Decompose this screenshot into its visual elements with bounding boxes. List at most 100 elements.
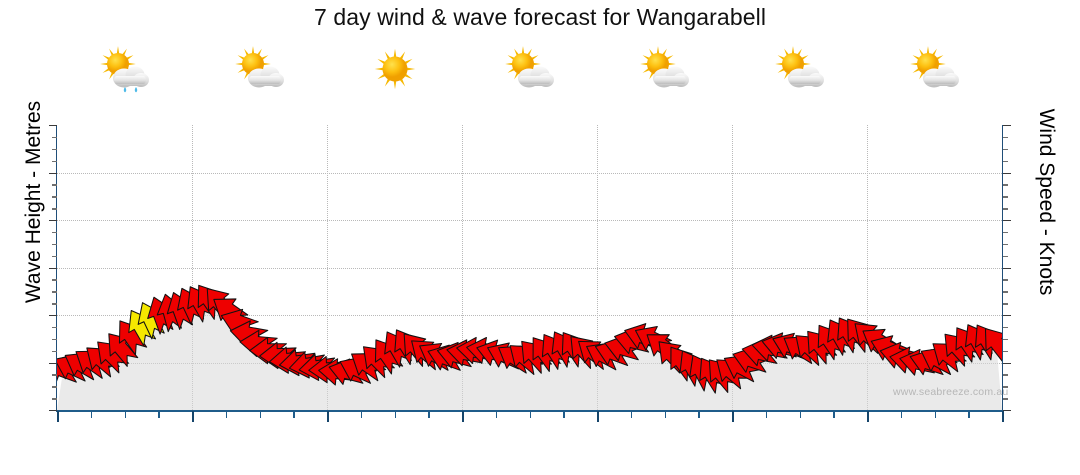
gridline-vertical-day-boundary bbox=[597, 125, 598, 410]
y-axis-right-tick bbox=[1003, 220, 1011, 222]
x-axis-tick bbox=[698, 411, 700, 418]
day-header-wednesday bbox=[867, 36, 1002, 102]
y-axis-minor-tick bbox=[52, 279, 57, 281]
x-axis-line bbox=[56, 410, 1003, 412]
y-axis-minor-tick bbox=[52, 386, 57, 388]
sun-cloud-icon bbox=[867, 40, 1002, 102]
y-axis-minor-tick bbox=[1003, 398, 1008, 400]
y-axis-minor-tick bbox=[52, 255, 57, 258]
wind-direction-arrow bbox=[984, 328, 1002, 363]
gridline-horizontal bbox=[57, 267, 1002, 269]
y-axis-left-tick bbox=[49, 410, 57, 412]
y-axis-minor-tick bbox=[52, 184, 57, 186]
y-axis-minor-tick bbox=[1003, 184, 1008, 186]
sun-cloud-icon bbox=[732, 40, 867, 102]
sun-cloud-icon bbox=[192, 40, 327, 102]
x-axis-tick bbox=[529, 411, 531, 418]
x-axis-day-tick bbox=[327, 411, 329, 422]
y-axis-minor-tick bbox=[1003, 148, 1008, 151]
y-axis-minor-tick bbox=[52, 338, 57, 341]
x-axis-tick bbox=[664, 411, 666, 418]
x-axis-tick bbox=[495, 411, 498, 418]
y-axis-minor-tick bbox=[52, 350, 57, 353]
x-axis-day-tick bbox=[1002, 411, 1004, 422]
x-axis-tick bbox=[293, 411, 295, 418]
x-axis-tick bbox=[934, 411, 936, 418]
x-axis-tick bbox=[259, 411, 261, 418]
y-axis-minor-tick bbox=[1003, 326, 1008, 329]
x-axis-tick bbox=[563, 411, 565, 418]
y-axis-minor-tick bbox=[1003, 338, 1008, 341]
x-axis-day-tick bbox=[57, 411, 59, 422]
x-axis-tick bbox=[833, 411, 835, 418]
y-axis-minor-tick bbox=[1003, 231, 1008, 234]
y-axis-right-tick bbox=[1003, 315, 1011, 317]
y-axis-right-line bbox=[1002, 125, 1003, 411]
day-header-saturday bbox=[327, 36, 462, 102]
y-axis-right-tick bbox=[1003, 267, 1011, 269]
x-axis-tick bbox=[360, 411, 363, 418]
y-axis-minor-tick bbox=[52, 208, 57, 210]
gridline-vertical-day-boundary bbox=[732, 125, 733, 410]
y-axis-left-tick bbox=[49, 172, 57, 174]
sun-cloud-icon bbox=[597, 40, 732, 102]
x-axis-tick bbox=[630, 411, 633, 418]
x-axis-tick bbox=[900, 411, 903, 418]
y-axis-right-tick bbox=[1003, 172, 1011, 174]
x-axis-tick bbox=[968, 411, 970, 418]
y-axis-minor-tick bbox=[1003, 136, 1008, 139]
y-axis-left-tick bbox=[49, 267, 57, 269]
wind-arrow-series bbox=[57, 284, 1002, 410]
y-axis-minor-tick bbox=[1003, 208, 1008, 210]
y-axis-minor-tick bbox=[52, 326, 57, 329]
day-header-tuesday bbox=[732, 36, 867, 102]
gridline-vertical-day-boundary bbox=[462, 125, 463, 410]
y-axis-left-tick bbox=[49, 315, 57, 317]
y-axis-minor-tick bbox=[1003, 160, 1008, 163]
y-axis-minor-tick bbox=[52, 231, 57, 234]
x-axis-tick bbox=[765, 411, 768, 418]
gridline-vertical-day-boundary bbox=[327, 125, 328, 410]
y-axis-right-tick bbox=[1003, 362, 1011, 364]
x-axis-tick bbox=[124, 411, 126, 418]
day-header-friday bbox=[192, 36, 327, 102]
wave-area-shading bbox=[57, 309, 1002, 410]
x-axis-day-tick bbox=[597, 411, 599, 422]
watermark: www.seabreeze.com.au bbox=[893, 386, 1009, 398]
y-axis-minor-tick bbox=[52, 374, 57, 376]
x-axis-day-tick bbox=[867, 411, 869, 422]
y-axis-left-tick bbox=[49, 220, 57, 222]
y-axis-minor-tick bbox=[1003, 350, 1008, 353]
y-axis-left-title: Wave Height - Metres bbox=[22, 100, 45, 304]
gridline-horizontal bbox=[57, 220, 1002, 221]
day-header-monday bbox=[597, 36, 732, 102]
y-axis-left-tick bbox=[49, 362, 57, 364]
day-header-sunday bbox=[462, 36, 597, 102]
y-axis-minor-tick bbox=[52, 160, 57, 163]
page-title: 7 day wind & wave forecast for Wangarabe… bbox=[313, 4, 767, 30]
y-axis-minor-tick bbox=[1003, 303, 1008, 305]
day-header-thursday bbox=[57, 36, 192, 102]
gridline-horizontal bbox=[57, 172, 1002, 174]
x-axis-day-tick bbox=[732, 411, 734, 422]
y-axis-minor-tick bbox=[52, 148, 57, 151]
y-axis-minor-tick bbox=[1003, 196, 1008, 198]
y-axis-minor-tick bbox=[1003, 386, 1008, 388]
y-axis-minor-tick bbox=[1003, 374, 1008, 376]
x-axis-tick bbox=[225, 411, 228, 418]
gridline-vertical-day-boundary bbox=[867, 125, 868, 410]
sun-cloud-icon bbox=[462, 40, 597, 102]
x-axis-day-tick bbox=[192, 411, 194, 422]
x-axis-tick bbox=[799, 411, 801, 418]
y-axis-left-tick bbox=[49, 125, 57, 127]
plot-area bbox=[57, 125, 1002, 410]
y-axis-minor-tick bbox=[1003, 243, 1008, 246]
y-axis-minor-tick bbox=[52, 136, 57, 139]
x-axis-tick bbox=[394, 411, 396, 418]
y-axis-minor-tick bbox=[1003, 291, 1008, 293]
x-axis-day-tick bbox=[462, 411, 464, 422]
y-axis-minor-tick bbox=[52, 196, 57, 198]
y-axis-minor-tick bbox=[52, 291, 57, 293]
gridline-horizontal bbox=[57, 315, 1002, 316]
